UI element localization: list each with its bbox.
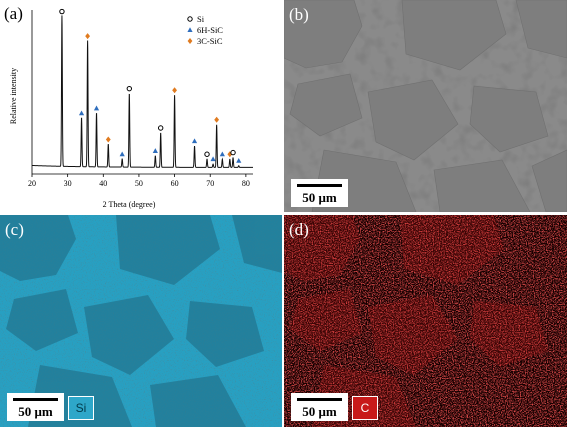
legend-marker-3c-sic xyxy=(187,38,193,44)
peak-marker-3c-sic xyxy=(227,151,233,158)
scale-bar-line xyxy=(297,184,342,187)
x-tick-label: 30 xyxy=(64,179,72,188)
xrd-chart-panel: 20 30 40 50 60 70 80 Si 6H-SiC 3C-SiC 2 Theta (d… xyxy=(0,0,281,212)
peak-marker-6h-sic xyxy=(236,158,242,163)
scale-bar: 50 μm xyxy=(291,393,348,421)
peak-marker-3c-sic xyxy=(85,33,91,40)
c-eds-map xyxy=(284,215,567,427)
peak-marker-6h-sic xyxy=(93,105,100,111)
scale-bar-line xyxy=(297,398,342,401)
scale-bar: 50 μm xyxy=(7,393,64,421)
element-label-c: C xyxy=(352,396,378,420)
scale-bar-label: 50 μm xyxy=(302,190,337,205)
si-eds-map-panel: (c) 50 μm Si xyxy=(0,215,282,427)
peak-marker-3c-sic xyxy=(172,87,177,94)
peak-marker-si xyxy=(230,149,236,156)
x-axis-label: 2 Theta (degree) xyxy=(103,200,156,209)
peak-marker-si xyxy=(204,151,210,157)
x-tick-label: 80 xyxy=(242,179,250,188)
peak-marker-3c-sic xyxy=(214,116,220,123)
panel-label-d: (d) xyxy=(289,220,309,239)
x-tick-label: 70 xyxy=(206,179,214,188)
panel-label-a: (a) xyxy=(4,4,23,23)
peak-marker-6h-sic xyxy=(78,110,85,116)
legend-label: 3C-SiC xyxy=(197,36,223,46)
scale-bar-label: 50 μm xyxy=(302,404,337,419)
si-eds-map xyxy=(0,215,282,427)
xrd-pattern-line xyxy=(31,15,253,168)
panel-label-c: (c) xyxy=(5,220,24,239)
sem-image-panel: (b) 50 μm xyxy=(284,0,567,212)
sem-micrograph xyxy=(284,0,567,212)
x-tick-label: 40 xyxy=(99,179,107,188)
scale-bar-line xyxy=(13,398,58,401)
peak-marker-6h-sic xyxy=(191,138,198,144)
peak-marker-si xyxy=(126,85,133,92)
c-eds-map-panel: (d) 50 μm C xyxy=(284,215,567,427)
peak-marker-6h-sic xyxy=(119,151,125,157)
peak-marker-6h-sic xyxy=(219,151,225,157)
y-axis-label: Relative intensity xyxy=(9,68,18,124)
element-label-si: Si xyxy=(68,396,94,420)
x-tick-label: 60 xyxy=(171,179,179,188)
x-tick-label: 50 xyxy=(135,179,143,188)
legend-marker-si xyxy=(187,16,193,22)
scale-bar: 50 μm xyxy=(291,179,348,207)
scale-bar-label: 50 μm xyxy=(18,404,53,419)
peak-marker-si xyxy=(157,125,164,131)
peak-marker-6h-sic xyxy=(152,148,158,153)
legend-label: 6H-SiC xyxy=(197,25,223,35)
x-tick-label: 20 xyxy=(28,179,36,188)
legend-marker-6h-sic xyxy=(187,27,193,32)
panel-label-b: (b) xyxy=(289,5,309,24)
legend-label: Si xyxy=(197,14,205,24)
peak-marker-si xyxy=(59,8,65,15)
peak-marker-6h-sic xyxy=(210,156,216,162)
peak-marker-3c-sic xyxy=(105,136,111,143)
